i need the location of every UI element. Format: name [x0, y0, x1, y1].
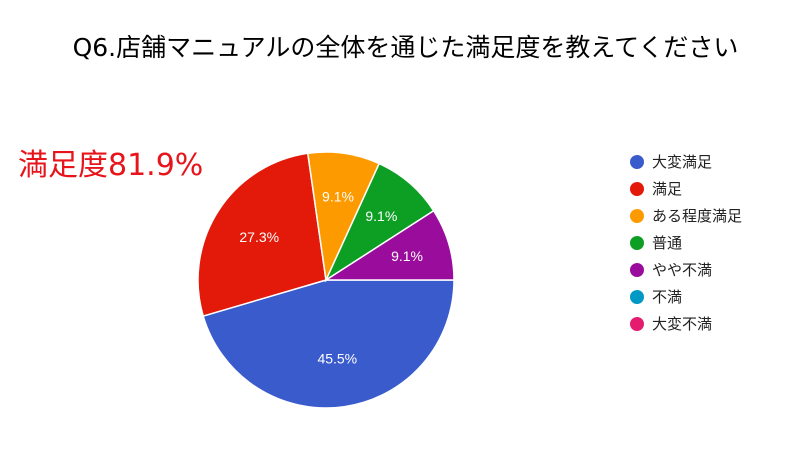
slice-label-3: 9.1% [365, 208, 397, 224]
legend-item-3: 普通 [630, 229, 742, 256]
legend-swatch-2 [630, 208, 644, 223]
legend-label-1: 満足 [652, 180, 683, 198]
slice-label-4: 9.1% [391, 248, 423, 264]
pie-slice-4 [323, 209, 455, 281]
legend-item-6: 大変不満 [630, 310, 742, 337]
legend-label-5: 不満 [652, 288, 683, 306]
legend-label-6: 大変不満 [652, 315, 713, 333]
legend-item-2: ある程度満足 [630, 202, 742, 229]
legend-label-0: 大変満足 [652, 153, 713, 171]
slice-label-0: 45.5% [317, 351, 357, 367]
legend-swatch-3 [630, 235, 644, 250]
legend-label-4: やや不満 [652, 261, 713, 279]
legend-label-2: ある程度満足 [652, 207, 743, 225]
chart-title: Q6.店舗マニュアルの全体を通じた満足度を教えてください [72, 33, 739, 62]
pie-slice-0 [202, 279, 455, 409]
chart-legend: 大変満足満足ある程度満足 普通やや不満不満大変不満 [630, 148, 742, 337]
legend-item-5: 不満 [630, 283, 742, 310]
legend-item-0: 大変満足 [630, 148, 742, 175]
legend-label-3: 普通 [652, 234, 683, 252]
legend-item-1: 満足 [630, 175, 742, 202]
legend-swatch-6 [630, 316, 644, 331]
slice-label-2: 9.1% [322, 188, 354, 204]
legend-swatch-0 [630, 154, 644, 169]
satisfaction-callout: 満足度81.9% [18, 148, 204, 183]
legend-item-4: やや不満 [630, 256, 742, 283]
legend-swatch-5 [630, 289, 644, 304]
legend-swatch-4 [630, 262, 644, 277]
legend-swatch-1 [630, 181, 644, 196]
slice-label-1: 27.3% [239, 229, 279, 245]
pie-slice-1 [197, 152, 327, 317]
